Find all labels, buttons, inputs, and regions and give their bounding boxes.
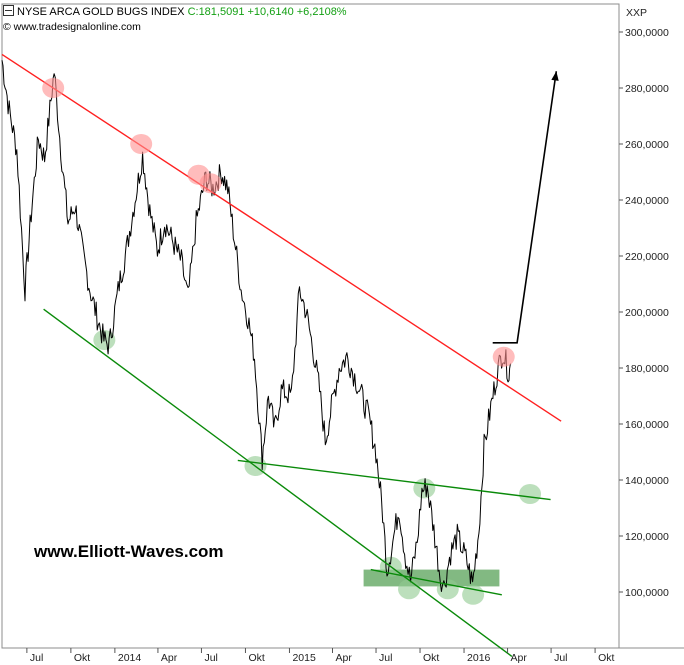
y-tick-label: 300,0000: [625, 27, 669, 39]
bottom-support-trendline: [370, 568, 502, 596]
resistance-touch-circle: [492, 346, 515, 367]
forecast-path: [492, 71, 558, 344]
x-tick-label: Jul: [554, 652, 567, 664]
x-tick-label: Jul: [30, 652, 43, 664]
resistance-touch-circle: [199, 173, 222, 194]
lower-support-trendline: [43, 308, 513, 657]
last-price-readout: C:181,5091 +10,6140 +6,2108%: [187, 6, 347, 18]
x-tick-label: Okt: [598, 652, 614, 664]
resistance-trendline: [1, 53, 562, 422]
chart-header: NYSE ARCA GOLD BUGS INDEX C:181,5091 +10…: [3, 5, 347, 18]
x-tick-label: Jul: [204, 652, 217, 664]
support-touch-circle: [398, 579, 421, 600]
x-tick-label: 2016: [467, 652, 491, 664]
data-source: © www.tradesignalonline.com: [3, 21, 141, 33]
x-tick-label: 2014: [118, 652, 142, 664]
y-tick-label: 140,0000: [625, 475, 669, 487]
x-tick-label: Okt: [423, 652, 439, 664]
resistance-touch-circle: [42, 78, 65, 98]
middle-support-trendline: [237, 459, 551, 501]
x-tick-label: Jul: [379, 652, 392, 664]
instrument-title: NYSE ARCA GOLD BUGS INDEX: [17, 6, 185, 18]
x-tick-label: Okt: [74, 652, 90, 664]
y-tick-label: 200,0000: [625, 307, 669, 319]
price-series-line: [1, 60, 512, 592]
x-tick-label: Apr: [161, 652, 178, 664]
y-tick-label: 240,0000: [625, 195, 669, 207]
x-tick-label: Apr: [511, 652, 528, 664]
support-touch-circle: [519, 484, 542, 504]
y-axis-label: XXP: [626, 7, 647, 19]
forecast-arrowhead: [551, 71, 559, 81]
x-tick-label: 2015: [292, 652, 316, 664]
y-tick-label: 160,0000: [625, 419, 669, 431]
y-tick-label: 280,0000: [625, 83, 669, 95]
y-tick-label: 180,0000: [625, 363, 669, 375]
y-tick-label: 220,0000: [625, 251, 669, 263]
y-tick-label: 260,0000: [625, 139, 669, 151]
x-tick-label: Okt: [248, 652, 264, 664]
x-tick-label: Apr: [336, 652, 353, 664]
y-tick-label: 120,0000: [625, 531, 669, 543]
watermark: www.Elliott-Waves.com: [34, 542, 224, 561]
minus-box-icon[interactable]: [3, 5, 14, 16]
resistance-touch-circle: [130, 134, 153, 154]
y-tick-label: 100,0000: [625, 587, 669, 599]
